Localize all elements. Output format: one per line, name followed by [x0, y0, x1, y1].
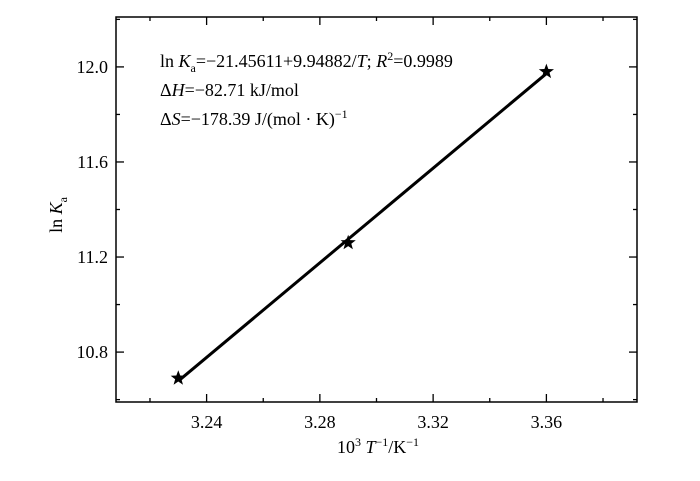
data-point-star — [170, 370, 186, 385]
ds-delta: Δ — [160, 109, 172, 129]
equation-annotation: ln Ka=−21.45611+9.94882/T; R2=0.9989 — [160, 49, 453, 75]
tick-labels: 3.24 3.28 3.32 3.36 10.8 11.2 11.6 12.0 — [77, 57, 563, 432]
eq-body: =−21.45611+9.94882/ — [196, 51, 357, 71]
x-axis-title: 103 T−1/K−1 — [337, 435, 419, 457]
x-tick-label: 3.28 — [304, 412, 336, 432]
ticks — [116, 17, 637, 402]
data-markers — [170, 63, 554, 385]
eq-sep: ; — [367, 51, 377, 71]
data-point-star — [538, 63, 554, 79]
x-tick-label: 3.24 — [191, 412, 223, 432]
y-axis-title: ln Ka — [46, 196, 70, 233]
eq-r-sup: 2 — [387, 49, 393, 63]
ylabel-k: K — [46, 201, 66, 215]
xlabel-pre: 10 — [337, 437, 355, 457]
ds-sup: −1 — [335, 107, 348, 121]
y-tick-label: 10.8 — [77, 342, 109, 362]
data-point-star — [340, 234, 356, 250]
x-tick-label: 3.32 — [417, 412, 449, 432]
xlabel-t: T — [361, 437, 378, 457]
y-tick-label: 12.0 — [77, 57, 109, 77]
eq-ln: ln — [160, 51, 179, 71]
y-tick-label: 11.6 — [77, 152, 108, 172]
xlabel-sup2: −1 — [375, 435, 388, 449]
eq-r: R — [375, 51, 387, 71]
xlabel-sup1: 3 — [355, 435, 361, 449]
dh-rest: =−82.71 kJ/mol — [185, 80, 299, 100]
dh-delta: Δ — [160, 80, 172, 100]
ylabel-sub: a — [56, 196, 70, 202]
ylabel-pre: ln — [46, 214, 66, 233]
eq-r-val: =0.9989 — [393, 51, 453, 71]
eq-k-sub: a — [191, 61, 197, 75]
eq-t: T — [357, 51, 369, 71]
entropy-annotation: ΔS=−178.39 J/(mol · K)−1 — [160, 107, 348, 130]
ds-rest: =−178.39 J/(mol · K) — [181, 109, 335, 130]
eq-k: K — [178, 51, 192, 71]
dh-h: H — [171, 80, 186, 100]
fit-line — [177, 72, 548, 383]
enthalpy-annotation: ΔH=−82.71 kJ/mol — [160, 80, 299, 100]
x-tick-label: 3.36 — [531, 412, 563, 432]
y-tick-label: 11.2 — [77, 247, 108, 267]
ds-s: S — [172, 109, 181, 129]
xlabel-mid: /K — [388, 437, 406, 457]
xlabel-sup3: −1 — [406, 435, 419, 449]
